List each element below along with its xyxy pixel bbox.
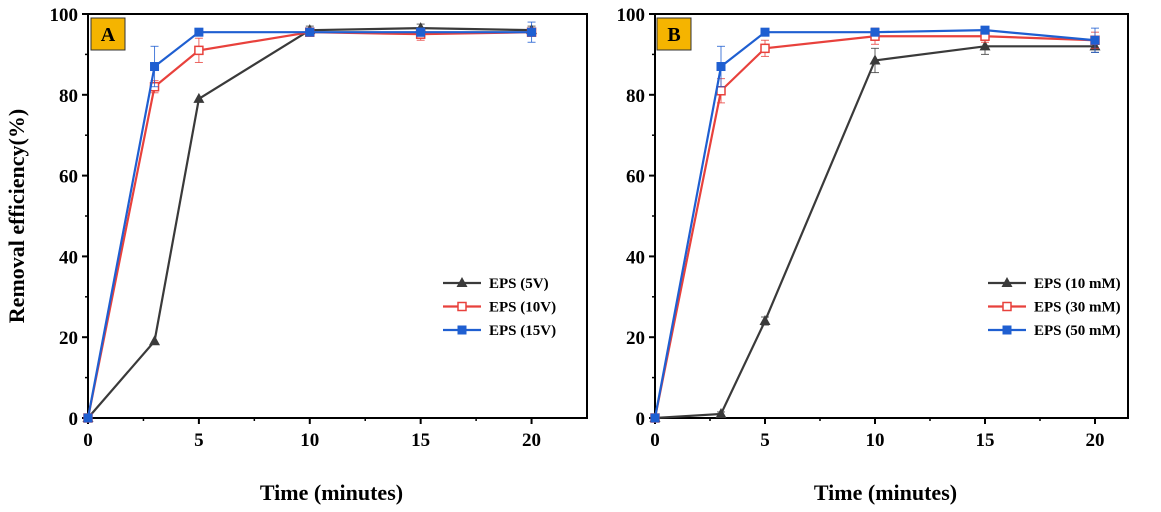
data-point-eps-10-mm	[869, 54, 881, 65]
panel-tag-label: A	[101, 24, 116, 46]
x-tick-label: 5	[194, 430, 204, 451]
panel-tag: B	[656, 17, 692, 51]
x-tick-label: 5	[760, 430, 770, 451]
data-point-eps-15v	[527, 27, 537, 37]
data-point-eps-30-mm	[760, 43, 770, 54]
legend-marker	[1002, 325, 1012, 335]
series-line-eps-30-mm	[653, 35, 1096, 419]
panel-tag-label: B	[667, 24, 680, 46]
x-tick-label: 0	[650, 430, 660, 451]
data-point-eps-10-mm	[759, 315, 771, 326]
panel-tag-box	[90, 17, 126, 51]
data-point-eps-50-mm	[980, 25, 990, 35]
legend-label: EPS (5V)	[489, 276, 549, 292]
legend-label: EPS (10 mM)	[1034, 276, 1121, 292]
x-tick-label: 20	[522, 430, 541, 451]
series-line-eps-10v	[86, 31, 532, 419]
data-point-eps-50-mm	[716, 62, 726, 72]
data-point-eps-15v	[305, 27, 315, 37]
legend-marker	[456, 277, 468, 287]
y-tick-label: 20	[626, 328, 645, 349]
chart-panel-a: 0 20 40 60 80 100 0 5 10 15 20 Time (minutes) Remova…	[4, 5, 588, 505]
data-point-eps-15v	[150, 62, 160, 72]
data-point-eps-5v	[193, 92, 205, 103]
y-tick-label: 100	[617, 5, 646, 26]
x-tick-label: 15	[411, 430, 430, 451]
chart-panel-b: 0 20 40 60 80 100 0 5 10 15 20 Time (minutes) EPS (1…	[617, 5, 1129, 505]
x-tick-label: 10	[866, 430, 885, 451]
x-axis-title: Time (minutes)	[814, 480, 957, 505]
legend-marker	[1001, 277, 1013, 287]
panel-tag: A	[90, 17, 126, 51]
y-tick-label: 40	[59, 247, 78, 268]
y-tick-label: 80	[59, 86, 78, 107]
data-point-eps-50-mm	[760, 27, 770, 37]
y-tick-label: 60	[626, 167, 645, 188]
x-tick-label: 0	[83, 430, 93, 451]
series-line-eps-50-mm	[653, 29, 1096, 419]
y-tick-label: 80	[626, 86, 645, 107]
plot-frame	[87, 13, 588, 419]
data-point-eps-5v	[149, 335, 161, 346]
y-tick-label: 60	[59, 167, 78, 188]
y-tick-label: 0	[69, 409, 79, 430]
y-tick-label: 0	[636, 409, 646, 430]
legend-label: EPS (30 mM)	[1034, 300, 1121, 316]
panel-tag-box	[656, 17, 692, 51]
data-point-eps-15v	[194, 27, 204, 37]
data-point-eps-10v	[194, 45, 204, 56]
data-point-eps-10-mm	[979, 40, 991, 51]
series-line-eps-5v	[87, 27, 532, 419]
legend: EPS (10 mM) EPS (30 mM) EPS (50 mM)	[988, 276, 1121, 339]
data-point-eps-15v	[416, 27, 426, 37]
data-point-eps-10-mm	[715, 407, 727, 418]
data-point-eps-30-mm	[716, 86, 726, 96]
legend-marker	[457, 301, 467, 312]
y-tick-label: 20	[59, 328, 78, 349]
legend: EPS (5V) EPS (10V) EPS (15V)	[443, 276, 556, 339]
x-tick-label: 20	[1086, 430, 1105, 451]
legend-marker	[1002, 301, 1012, 312]
x-tick-label: 15	[976, 430, 995, 451]
legend-label: EPS (50 mM)	[1034, 323, 1121, 339]
data-point-eps-50-mm	[650, 413, 660, 423]
legend-marker	[457, 325, 467, 335]
legend-label: EPS (15V)	[489, 323, 556, 339]
x-axis-title: Time (minutes)	[260, 480, 403, 505]
plot-frame	[654, 13, 1129, 419]
y-tick-label: 40	[626, 247, 645, 268]
x-tick-label: 10	[300, 430, 319, 451]
y-tick-label: 100	[50, 5, 79, 26]
series-line-eps-15v	[86, 31, 532, 419]
data-point-eps-15v	[83, 413, 93, 423]
data-point-eps-50-mm	[1090, 35, 1100, 45]
series-line-eps-10-mm	[654, 45, 1095, 420]
data-point-eps-50-mm	[870, 27, 880, 37]
legend-label: EPS (10V)	[489, 300, 556, 316]
y-axis-title: Removal efficiency(%)	[4, 109, 29, 323]
